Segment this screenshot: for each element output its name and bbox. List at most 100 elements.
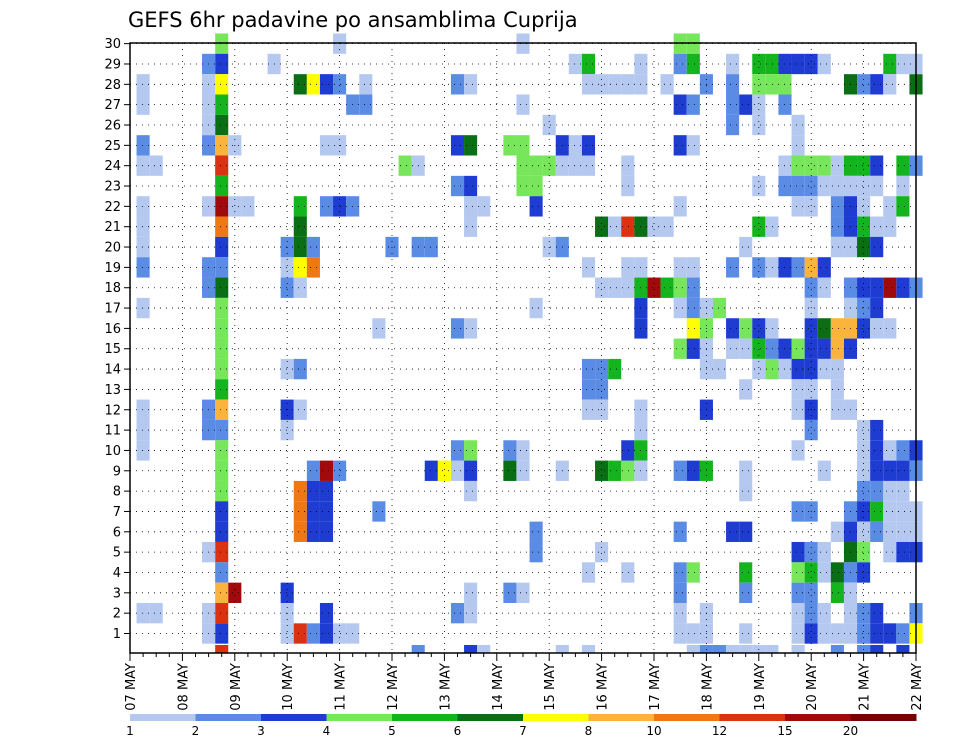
precip-cell <box>293 399 307 420</box>
precip-cell <box>883 53 897 75</box>
precip-cell <box>581 399 596 420</box>
colorbar-segment <box>523 714 589 721</box>
precip-cell <box>608 277 622 298</box>
y-tick-label: 14 <box>104 363 121 378</box>
precip-cell <box>804 541 818 563</box>
precip-cell <box>464 602 478 624</box>
precip-cell <box>581 257 596 278</box>
precip-cell <box>726 74 740 95</box>
precip-cell <box>857 440 871 461</box>
precip-cell <box>857 175 871 197</box>
precip-cell <box>333 623 347 644</box>
precip-cell <box>280 582 294 603</box>
precip-cell <box>830 175 844 197</box>
precip-cell <box>215 74 229 95</box>
precip-cell <box>804 297 818 319</box>
y-tick-label: 8 <box>113 485 121 500</box>
precip-cell <box>791 440 805 461</box>
precip-cell <box>464 196 478 217</box>
precip-cell <box>280 358 294 380</box>
colorbar-segment <box>850 714 917 721</box>
precip-cell <box>686 645 700 653</box>
precip-cell <box>791 135 805 156</box>
precip-cell <box>739 379 753 400</box>
precip-cell <box>752 358 766 380</box>
precip-cell <box>215 297 229 319</box>
precip-cell <box>739 318 753 339</box>
precip-cell <box>529 155 543 176</box>
colorbar-segment <box>457 714 524 721</box>
precip-cell <box>215 358 229 380</box>
precip-cell <box>149 155 163 176</box>
precip-cell <box>896 53 910 75</box>
precip-cell <box>752 53 766 75</box>
precip-cell <box>817 623 831 644</box>
precip-cell <box>319 521 334 542</box>
precip-cell <box>896 277 910 298</box>
precip-cell <box>752 216 766 237</box>
precip-cell <box>581 74 596 95</box>
precip-cell <box>660 74 674 95</box>
precip-cell <box>424 460 438 481</box>
x-tick-label: 17 MAY <box>648 663 663 711</box>
precip-cell <box>280 277 294 298</box>
precip-cell <box>673 582 687 603</box>
y-tick-label: 25 <box>104 139 121 154</box>
precip-cell <box>817 562 831 583</box>
precip-cell <box>857 562 871 583</box>
precip-cell <box>817 602 831 624</box>
precip-cell <box>830 562 844 583</box>
precip-cell <box>739 460 753 481</box>
precip-cell <box>673 460 687 481</box>
precip-cell <box>896 440 910 461</box>
precip-cell <box>857 155 871 176</box>
precip-cell <box>464 440 478 461</box>
precip-cell <box>595 541 609 563</box>
precip-cell <box>804 277 818 298</box>
precip-cell <box>529 196 543 217</box>
precip-cell <box>830 216 844 237</box>
precip-cell <box>857 541 871 563</box>
precip-cell <box>215 399 229 420</box>
precip-cell <box>686 460 700 481</box>
x-tick-label: 14 MAY <box>491 663 506 711</box>
precip-cell <box>791 53 805 75</box>
precip-cell <box>306 236 320 258</box>
precip-cell <box>857 419 871 441</box>
precip-cell <box>857 196 871 217</box>
precip-cell <box>817 175 831 197</box>
precip-cell <box>686 623 700 644</box>
precip-cell <box>817 358 831 380</box>
precip-cell <box>765 358 779 380</box>
x-tick-label: 20 MAY <box>805 663 820 711</box>
precip-cell <box>529 297 543 319</box>
precip-cell <box>136 399 150 420</box>
precip-cell <box>752 74 766 95</box>
precip-cell <box>621 257 635 278</box>
precip-cell <box>857 277 871 298</box>
precip-cell <box>883 623 897 644</box>
colorbar-segment <box>130 714 196 721</box>
precip-cell <box>306 521 320 542</box>
y-tick-label: 4 <box>113 566 121 581</box>
precip-cell <box>215 541 229 563</box>
precip-cell <box>883 196 897 217</box>
precip-cell <box>857 74 871 95</box>
precip-cell <box>686 53 700 75</box>
precip-cell <box>516 582 530 603</box>
precip-cell <box>608 74 622 95</box>
precip-cell <box>464 582 478 603</box>
precip-cell <box>870 277 884 298</box>
precip-cell <box>804 257 818 278</box>
precip-cell <box>804 318 818 339</box>
precip-cell <box>411 645 425 653</box>
precip-cell <box>673 602 687 624</box>
precip-cell <box>608 358 622 380</box>
precip-cell <box>791 338 805 359</box>
y-tick-label: 23 <box>104 180 121 195</box>
precip-cell <box>542 155 556 176</box>
precip-cell <box>673 623 687 644</box>
precip-cell <box>228 196 242 217</box>
precip-cell <box>857 460 871 481</box>
precip-cell <box>830 521 844 542</box>
